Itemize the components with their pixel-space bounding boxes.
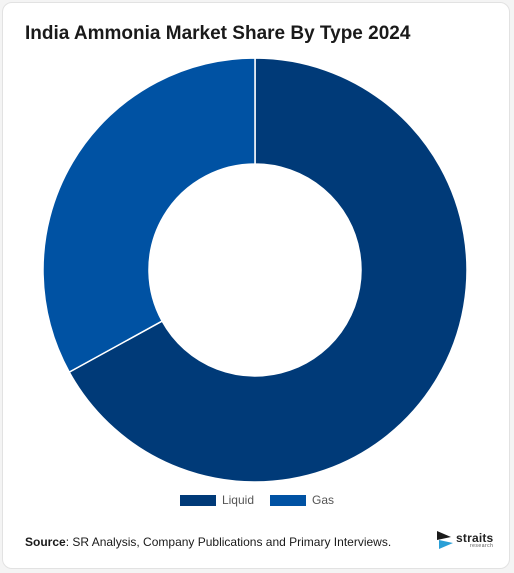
donut-slice-gas[interactable] bbox=[42, 57, 256, 374]
legend-swatch-gas bbox=[270, 494, 306, 506]
donut-chart bbox=[42, 57, 468, 483]
donut-slice-liquid[interactable] bbox=[68, 57, 468, 483]
straits-logo: straits research bbox=[437, 531, 493, 549]
legend-label-gas: Gas bbox=[312, 493, 335, 507]
source-text: SR Analysis, Company Publications and Pr… bbox=[72, 535, 392, 549]
chart-legend: Liquid Gas bbox=[3, 493, 511, 507]
straits-logo-icon bbox=[437, 531, 453, 549]
legend-item-liquid[interactable]: Liquid bbox=[179, 493, 254, 507]
logo-name: straits bbox=[456, 530, 494, 545]
legend-item-gas[interactable]: Gas bbox=[270, 493, 334, 507]
logo-sub: research bbox=[469, 542, 494, 549]
source-note: Source: SR Analysis, Company Publication… bbox=[25, 535, 391, 549]
source-label: Source bbox=[25, 535, 66, 549]
legend-swatch-liquid bbox=[179, 494, 216, 506]
legend-label-liquid: Liquid bbox=[221, 493, 254, 507]
chart-card: India Ammonia Market Share By Type 2024 … bbox=[2, 2, 510, 569]
chart-title: India Ammonia Market Share By Type 2024 bbox=[25, 23, 411, 44]
source-colon: : bbox=[65, 535, 73, 549]
